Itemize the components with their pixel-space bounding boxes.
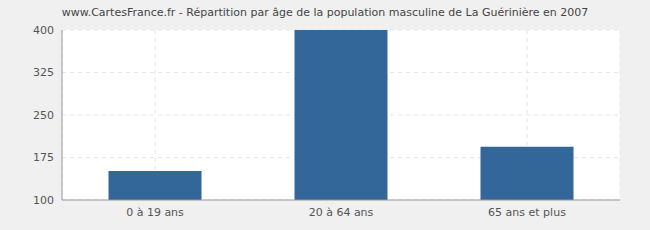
svg-text:0 à 19 ans: 0 à 19 ans <box>126 206 184 219</box>
svg-text:175: 175 <box>33 151 54 164</box>
svg-text:65 ans et plus: 65 ans et plus <box>488 206 566 219</box>
html-text:www.CartesFrance.fr - Répartit: www.CartesFrance.fr - Répartition par âg… <box>61 6 589 19</box>
svg-text:100: 100 <box>33 194 54 207</box>
svg-text:400: 400 <box>33 24 54 37</box>
svg-text:325: 325 <box>33 66 54 79</box>
svg-text:20 à 64 ans: 20 à 64 ans <box>309 206 374 219</box>
svg-text:250: 250 <box>33 109 54 122</box>
